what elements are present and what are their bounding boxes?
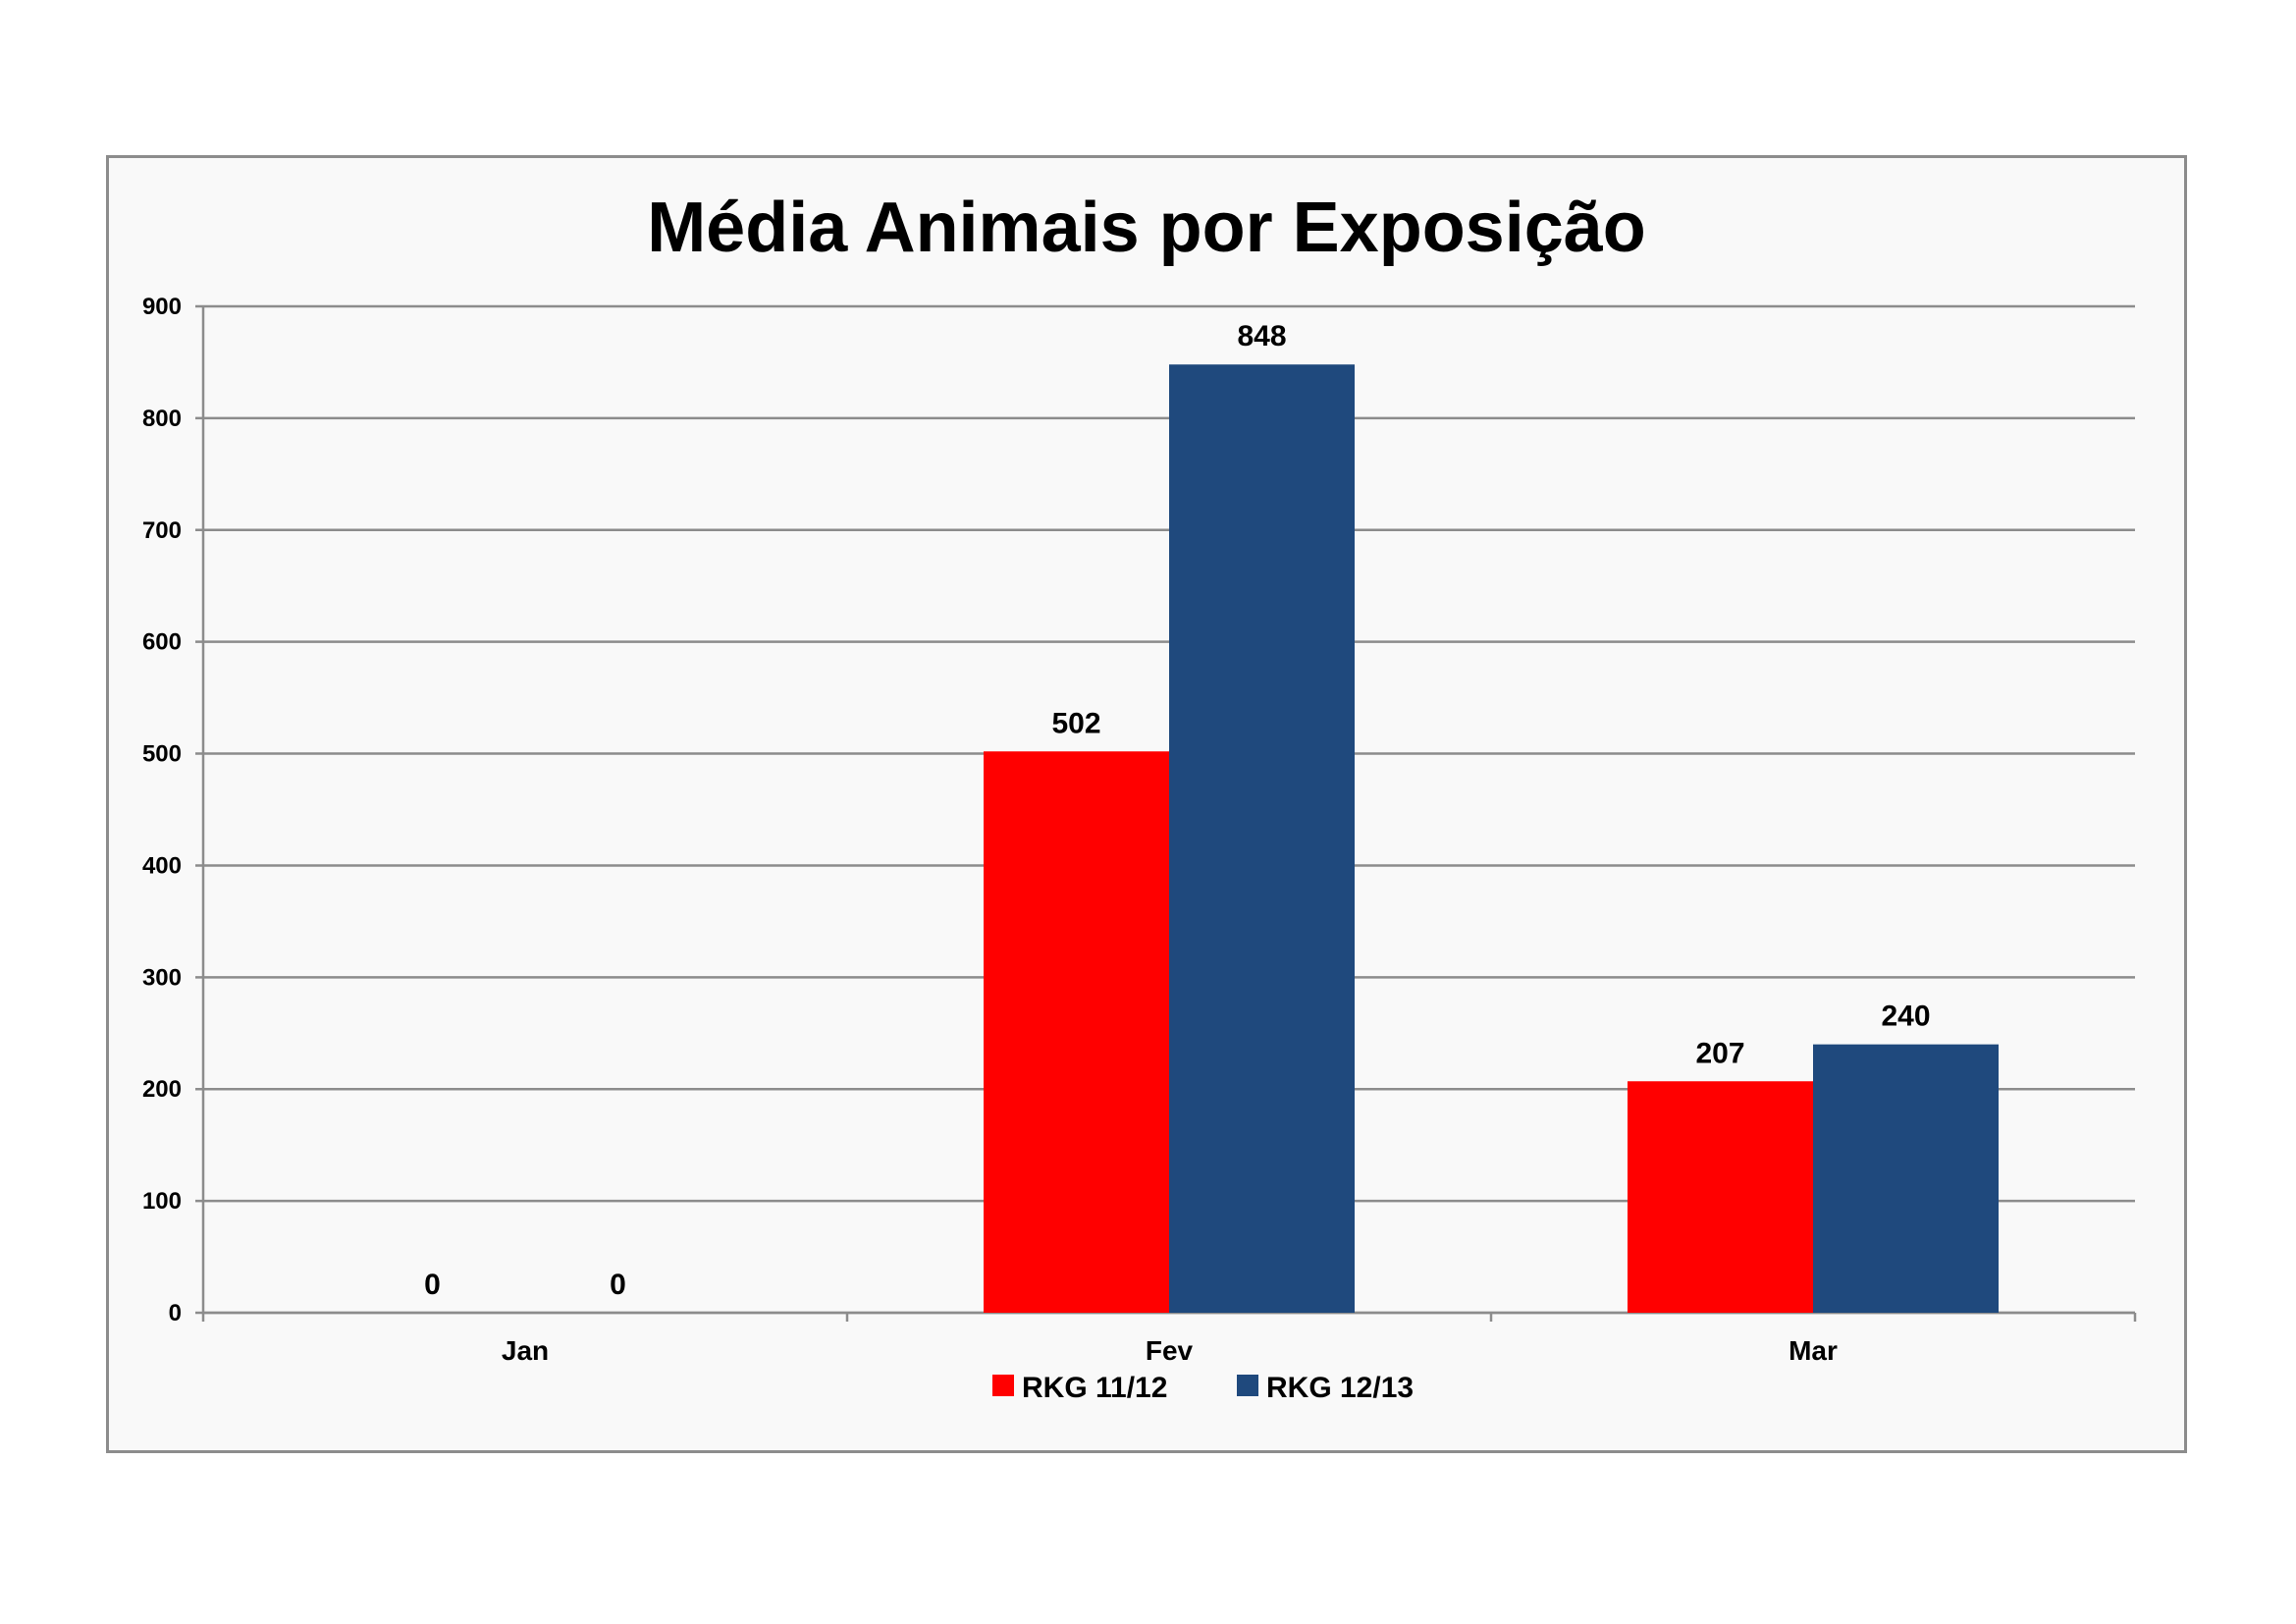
y-tick-label: 300 xyxy=(142,964,182,991)
y-tick-label: 0 xyxy=(169,1300,182,1326)
data-label: 240 xyxy=(1881,1001,1930,1033)
data-label: 207 xyxy=(1695,1037,1744,1069)
data-label: 502 xyxy=(1051,707,1100,739)
data-label: 0 xyxy=(610,1269,626,1301)
y-tick-label: 400 xyxy=(142,852,182,879)
legend-label: RKG 12/13 xyxy=(1266,1372,1414,1404)
y-tick-label: 200 xyxy=(142,1076,182,1103)
chart-svg: 0 100 200 300 400 500 600 700 800 900 Jan Fev Mar 0 5… xyxy=(142,294,2137,1404)
y-tick-label: 800 xyxy=(142,406,182,432)
data-label: 848 xyxy=(1237,320,1286,352)
y-tick-label: 100 xyxy=(142,1188,182,1215)
bar-rkg-12-13 xyxy=(1813,1044,1999,1313)
y-tick-label: 600 xyxy=(142,629,182,656)
bar-rkg-11-12 xyxy=(984,751,1169,1313)
legend-swatch xyxy=(992,1375,1014,1396)
legend-swatch xyxy=(1237,1375,1258,1396)
x-category-label: Fev xyxy=(1146,1335,1194,1366)
bar-layer xyxy=(984,364,1999,1313)
legend-layer: RKG 11/12 RKG 12/13 xyxy=(992,1372,1414,1404)
bar-rkg-12-13 xyxy=(1169,364,1355,1313)
y-tick-label: 900 xyxy=(142,294,182,320)
data-label: 0 xyxy=(424,1269,441,1301)
x-category-label: Mar xyxy=(1789,1335,1838,1366)
y-tick-label: 700 xyxy=(142,517,182,544)
bar-rkg-11-12 xyxy=(1628,1081,1813,1313)
label-layer: 0 502 207 0 848 240 xyxy=(424,320,1930,1301)
chart-title: Média Animais por Exposição xyxy=(647,189,1646,267)
x-category-label: Jan xyxy=(502,1335,549,1366)
legend-label: RKG 11/12 xyxy=(1022,1372,1167,1404)
chart-frame: Média Animais por Exposição 0 100 200 300 40… xyxy=(106,155,2187,1453)
y-tick-label: 500 xyxy=(142,741,182,768)
